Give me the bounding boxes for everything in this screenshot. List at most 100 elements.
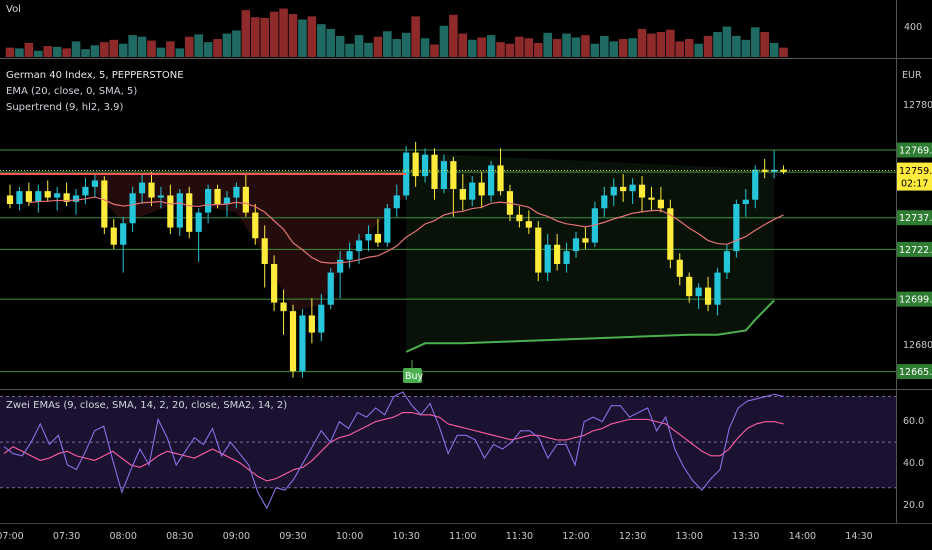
candle[interactable] [374,219,381,247]
symbol-title[interactable]: German 40 Index, 5, PEPPERSTONE [6,70,184,81]
volume-bar [562,33,571,57]
candle[interactable] [384,204,391,247]
candle[interactable] [403,146,410,200]
candle[interactable] [554,234,561,271]
candle[interactable] [195,208,202,262]
supertrend-legend[interactable]: Supertrend (9, hl2, 3.9) [6,102,123,113]
candle[interactable] [686,272,693,303]
candle-body [346,251,353,260]
candlestick-series[interactable] [6,141,787,378]
candle[interactable] [6,184,14,209]
candle[interactable] [761,159,768,179]
candle[interactable] [421,148,429,183]
volume-bar [203,42,213,57]
candle[interactable] [176,189,183,237]
candle[interactable] [450,156,457,217]
candle[interactable] [205,184,212,224]
volume-bar [5,47,15,57]
candle-body [214,189,221,204]
candle[interactable] [742,189,749,217]
time-axis-label: 12:00 [562,531,589,542]
price-tag-box [897,364,932,380]
candle[interactable] [167,184,174,234]
candle[interactable] [280,289,287,335]
oscillator-title[interactable]: Zwei EMAs (9, close, SMA, 14, 2, 20, clo… [6,400,287,411]
candle[interactable] [601,186,608,217]
candle[interactable] [271,255,278,312]
candle[interactable] [337,251,344,299]
time-axis[interactable]: 07:00 07:30 08:00 08:30 09:00 09:30 10:00 10:30… [0,531,873,542]
candle[interactable] [82,178,89,204]
candle[interactable] [393,184,400,217]
candle[interactable] [138,174,146,204]
candle[interactable] [733,199,740,258]
candle[interactable] [440,154,448,194]
volume-bar [194,34,203,57]
candle[interactable] [752,165,759,209]
candle[interactable] [714,268,721,316]
candle[interactable] [544,234,551,282]
candle[interactable] [610,178,617,207]
candle-body [610,186,617,196]
candle-body [478,182,485,196]
candle[interactable] [469,176,476,207]
candle[interactable] [346,242,353,269]
price-axis-tick: 12680.0 [903,340,932,351]
candle[interactable] [648,186,655,211]
candle-body [138,182,146,194]
ema-legend[interactable]: EMA (20, close, 0, SMA, 5) [6,86,137,97]
candle[interactable] [299,309,306,378]
candle[interactable] [91,174,98,198]
candle[interactable] [431,148,438,200]
candle[interactable] [110,219,117,249]
candle-body [393,195,400,209]
candle[interactable] [120,216,127,273]
candle[interactable] [72,189,80,215]
candle[interactable] [355,234,363,264]
candle[interactable] [620,174,627,202]
candle[interactable] [629,178,636,204]
candle[interactable] [667,199,674,269]
candle[interactable] [148,171,155,207]
candle[interactable] [412,141,419,187]
candle[interactable] [101,176,108,234]
candle[interactable] [129,186,136,232]
candle[interactable] [327,268,334,309]
candle[interactable] [261,225,268,288]
candle[interactable] [525,210,532,234]
candle[interactable] [289,304,297,378]
candle[interactable] [459,174,466,211]
candle[interactable] [478,171,485,209]
candle[interactable] [44,180,51,202]
candle[interactable] [157,186,165,209]
candle[interactable] [572,231,580,258]
candle[interactable] [16,186,23,211]
candle[interactable] [233,182,240,209]
candle[interactable] [676,253,683,286]
candle[interactable] [186,186,193,239]
candle[interactable] [252,204,259,245]
candle[interactable] [365,225,372,252]
candle[interactable] [723,244,731,279]
candle[interactable] [516,206,523,228]
candle[interactable] [318,294,325,342]
candle[interactable] [695,283,702,309]
candle[interactable] [563,242,570,273]
candle[interactable] [488,161,495,202]
oscillator-axis-tick: 20.0 [903,500,924,511]
candle[interactable] [35,184,42,213]
candle[interactable] [497,148,504,196]
candle[interactable] [704,276,712,312]
candle[interactable] [308,298,315,344]
candle[interactable] [535,221,542,282]
candle[interactable] [582,227,589,249]
candle[interactable] [242,174,249,217]
oscillator-fast-line [3,391,784,510]
candle[interactable] [63,182,70,207]
candle[interactable] [657,186,664,213]
candle[interactable] [54,186,61,211]
current-price-tag: 12759.6 02:17 [0,162,932,191]
volume-bar [694,43,703,57]
candle[interactable] [638,176,646,213]
